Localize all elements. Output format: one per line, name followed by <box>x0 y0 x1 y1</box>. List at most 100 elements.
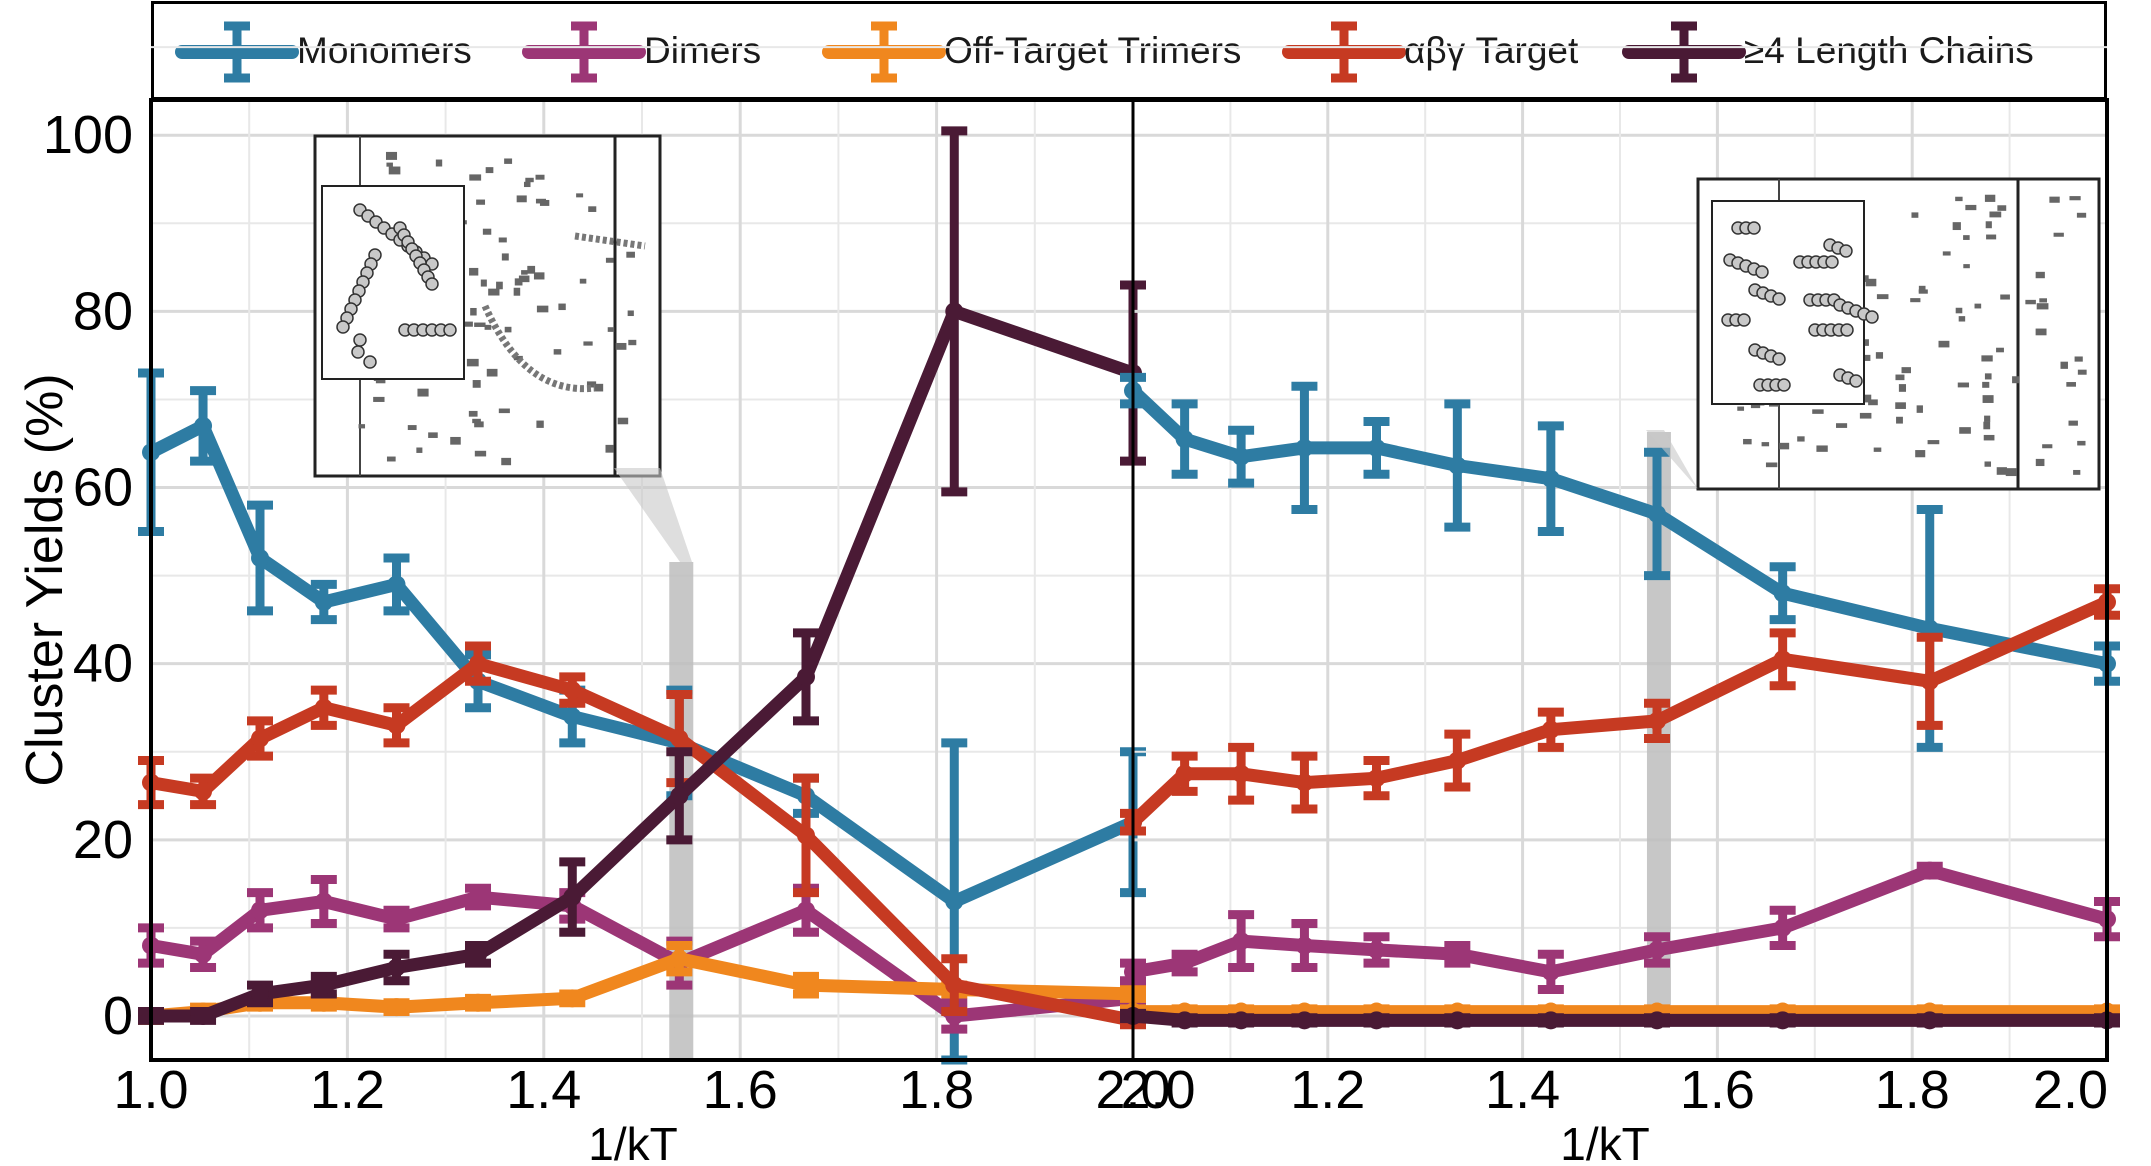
particle <box>2025 299 2036 305</box>
bead <box>363 355 377 369</box>
particle <box>1963 264 1970 269</box>
data-point <box>1920 672 1939 691</box>
data-point <box>1175 954 1194 973</box>
x-tick-label-right: 2.0 <box>1120 1060 1195 1120</box>
particle <box>1984 461 1992 467</box>
x-tick-label-right: 2.0 <box>2033 1060 2108 1120</box>
particle <box>1984 373 1992 380</box>
particle <box>2036 303 2049 310</box>
data-point <box>387 998 406 1017</box>
x-tick-label-right: 1.4 <box>1485 1060 1560 1120</box>
particle <box>2035 328 2047 336</box>
particle <box>501 253 509 261</box>
particle <box>476 199 486 205</box>
data-point <box>945 976 964 995</box>
particle <box>504 326 512 333</box>
data-point <box>469 993 488 1012</box>
bead <box>351 345 365 359</box>
particle <box>373 396 385 402</box>
particle <box>1898 384 1907 392</box>
data-point <box>251 984 270 1003</box>
data-point <box>314 892 333 911</box>
bead <box>1840 323 1854 337</box>
data-point <box>387 958 406 977</box>
particle <box>496 281 503 290</box>
bead <box>1755 265 1769 279</box>
particle <box>536 305 549 313</box>
bead <box>1865 310 1879 324</box>
x-tick-label-left: 1.6 <box>703 1060 778 1120</box>
particle <box>428 432 438 438</box>
data-point <box>1773 918 1792 937</box>
data-point <box>945 302 964 321</box>
bead <box>1839 244 1853 258</box>
legend-label-chains: ≥4 Length Chains <box>1744 30 2034 71</box>
particle <box>1911 212 1919 218</box>
particle <box>2074 356 2083 362</box>
particle <box>358 424 366 429</box>
legend-swatch-dimers <box>522 21 646 83</box>
particle <box>1982 381 1990 388</box>
data-point <box>563 888 582 907</box>
data-point <box>670 786 689 805</box>
particle <box>482 228 492 235</box>
data-point <box>796 667 815 686</box>
data-point <box>387 910 406 929</box>
particle <box>525 177 534 183</box>
bead <box>1777 378 1791 392</box>
particle <box>1910 298 1921 303</box>
data-point <box>1648 711 1667 730</box>
particle <box>527 265 536 274</box>
bead <box>1772 352 1786 366</box>
data-point <box>1773 1011 1792 1030</box>
x-tick-label-right: 1.8 <box>1875 1060 1950 1120</box>
particle <box>472 380 481 388</box>
data-point <box>1920 1011 1939 1030</box>
data-point <box>1541 720 1560 739</box>
data-point <box>1367 1011 1386 1030</box>
particle <box>2073 469 2081 475</box>
data-point <box>1541 469 1560 488</box>
particle <box>2053 232 2064 237</box>
series-line-4-length-chains <box>1126 1009 2114 1027</box>
y-tick-label: 80 <box>73 281 133 341</box>
data-point <box>563 707 582 726</box>
data-point <box>194 1006 213 1025</box>
particle <box>2069 196 2081 201</box>
x-axis-title-right: 1/kT <box>1560 1118 1649 1166</box>
data-point <box>670 729 689 748</box>
x-axis-title-left: 1/kT <box>588 1118 677 1166</box>
particle <box>1812 409 1824 414</box>
x-tick-label-left: 1.8 <box>899 1060 974 1120</box>
x-tick-label-left: 1.4 <box>506 1060 581 1120</box>
projection-left <box>614 468 692 562</box>
particle <box>607 327 615 332</box>
particle <box>2035 458 2045 467</box>
particle <box>469 174 482 181</box>
particle <box>468 410 478 417</box>
particle <box>501 457 512 466</box>
y-tick-label: 20 <box>73 810 133 870</box>
particle <box>2000 294 2010 300</box>
particle <box>474 322 486 327</box>
bead <box>1747 221 1761 235</box>
particle <box>558 303 566 311</box>
particle <box>518 275 530 283</box>
data-point <box>1232 447 1251 466</box>
data-point <box>670 949 689 968</box>
data-point <box>1232 932 1251 951</box>
particle <box>1895 374 1905 381</box>
data-point <box>1773 584 1792 603</box>
legend-swatch-monomers <box>175 21 299 83</box>
particle <box>1779 442 1790 450</box>
data-point <box>563 681 582 700</box>
series-4-length-chains <box>1120 1006 2120 1030</box>
inset-right <box>1696 177 2101 491</box>
particle <box>617 417 629 425</box>
legend-label-dimers: Dimers <box>644 30 762 71</box>
particle <box>417 388 429 397</box>
data-point <box>314 698 333 717</box>
particle <box>1996 467 2007 475</box>
data-point <box>314 976 333 995</box>
